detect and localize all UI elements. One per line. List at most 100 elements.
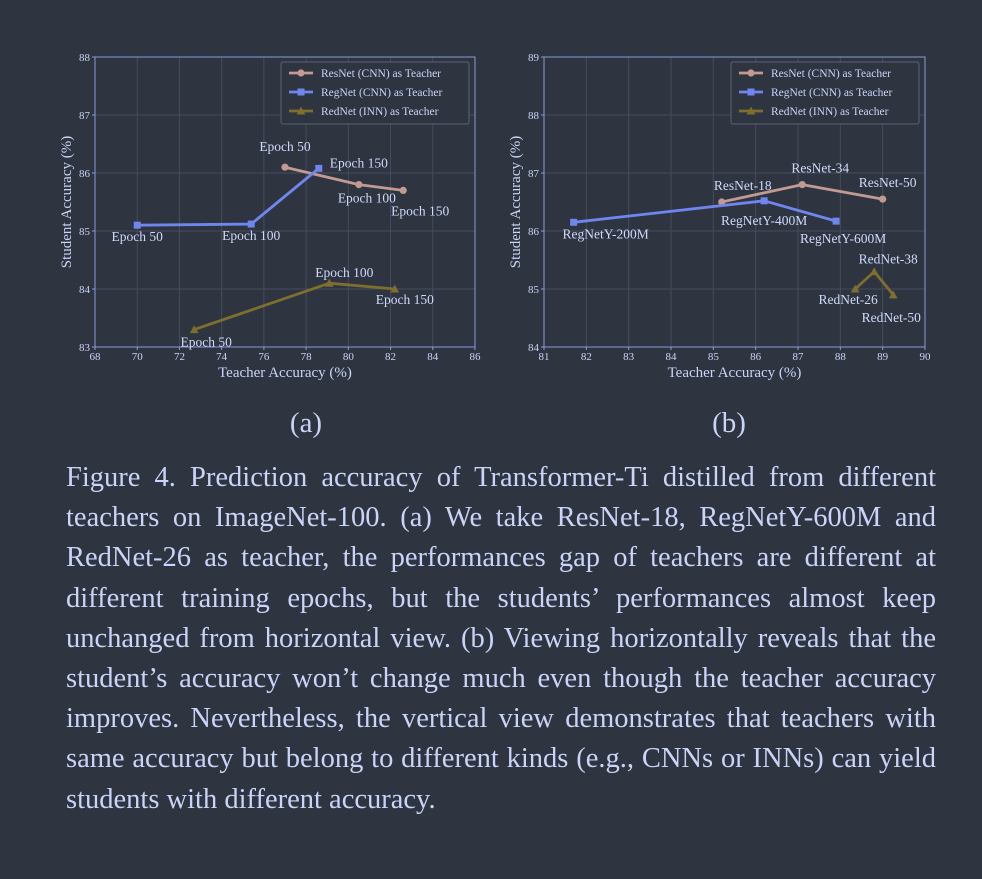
x-tick-label: 82 [581,351,592,363]
legend-entry: ResNet (CNN) as Teacher [771,68,891,80]
series-regnet: RegNetY-200M RegNetY-400M RegNetY-600M [563,197,886,246]
data-point [718,198,726,206]
point-label: ResNet-50 [859,175,917,190]
point-label: ResNet-34 [791,161,849,176]
axes-frame [543,56,926,348]
legend-entry: RedNet (INN) as Teacher [321,106,439,118]
data-point [879,195,887,203]
series-line [193,281,395,331]
point-label: RegNetY-400M [721,213,807,228]
x-tick-label: 78 [301,351,313,363]
data-point [247,220,255,228]
x-tick-label: 88 [835,351,847,363]
legend-entry: RedNet (INN) as Teacher [771,106,889,118]
data-point [133,221,141,229]
point-label: RedNet-26 [819,292,878,307]
data-point [324,278,334,287]
y-tick-label: 89 [528,52,540,64]
series-line [284,165,404,192]
data-point [570,218,578,226]
legend-entry: RegNet (CNN) as Teacher [321,87,442,99]
point-label: Epoch 50 [259,139,311,154]
x-tick-label: 84 [427,351,439,363]
chart-panel-b: 81 82 83 84 85 86 87 88 89 90 84 85 86 87 88 89 Teacher … [508,52,931,439]
point-label: Epoch 150 [330,155,388,170]
x-tick-label: 68 [90,351,102,363]
point-label: ResNet-18 [714,178,772,193]
point-label: RegNetY-200M [563,226,649,241]
point-label: RegNetY-600M [800,231,886,246]
data-point [399,186,407,194]
legend-entry: RegNet (CNN) as Teacher [771,87,892,99]
y-tick-label: 84 [79,284,91,296]
x-tick-label: 70 [132,351,144,363]
data-point [888,290,898,299]
point-label: RedNet-50 [862,310,921,325]
y-tick-label: 85 [79,226,91,238]
x-tick-label: 82 [385,351,396,363]
y-tick-label: 88 [79,52,91,64]
legend: ResNet (CNN) as Teacher RegNet (CNN) as T… [730,61,920,125]
y-tick-label: 88 [528,110,540,122]
data-point [798,181,806,189]
y-axis-label: Student Accuracy (%) [508,136,524,268]
legend-marker [297,88,305,96]
subfigure-label: (b) [712,407,746,439]
x-axis-label: Teacher Accuracy (%) [668,365,802,381]
figure-charts: 68 70 72 74 76 78 80 82 84 86 83 84 85 86 87 88 Teacher … [59,52,931,439]
subfigure-label: (a) [290,407,322,439]
series-resnet: ResNet-18 ResNet-34 ResNet-50 [714,161,917,206]
x-tick-label: 84 [666,351,678,363]
legend-entry: ResNet (CNN) as Teacher [321,68,441,80]
x-tick-label: 72 [174,351,185,363]
y-tick-label: 86 [79,168,91,180]
data-point [315,164,323,172]
point-label: Epoch 50 [181,335,233,350]
series-rednet: RedNet-26 RedNet-38 RedNet-50 [819,252,922,325]
data-point [281,163,289,171]
point-label: Epoch 150 [391,203,449,218]
x-tick-label: 83 [623,351,635,363]
y-tick-label: 86 [528,226,540,238]
legend-marker [746,106,756,115]
data-point [390,284,400,293]
y-tick-label: 83 [79,342,91,354]
x-tick-label: 87 [793,351,805,363]
data-point [189,325,199,334]
point-label: Epoch 100 [315,265,373,280]
x-tick-label: 86 [470,351,482,363]
y-tick-label: 87 [79,110,91,122]
point-label: Epoch 50 [112,229,164,244]
axes-frame [94,56,476,348]
point-label: Epoch 100 [222,228,280,243]
data-point [869,267,879,276]
data-point [760,197,768,205]
series-line [137,167,320,227]
x-tick-label: 85 [708,351,720,363]
x-tick-label: 90 [920,351,932,363]
y-tick-label: 84 [528,342,540,354]
point-label: Epoch 100 [338,191,396,206]
legend: ResNet (CNN) as Teacher RegNet (CNN) as T… [280,61,470,125]
y-tick-label: 87 [528,168,540,180]
x-tick-label: 80 [343,351,355,363]
legend-marker [747,88,755,96]
data-point [355,181,363,189]
x-tick-label: 86 [750,351,762,363]
x-tick-label: 74 [216,351,228,363]
legend-frame [280,61,470,125]
x-axis-label: Teacher Accuracy (%) [218,365,352,381]
x-tick-label: 76 [258,351,270,363]
legend-marker [296,106,306,115]
series-regnet: Epoch 50 Epoch 100 Epoch 150 [112,155,389,244]
data-point [850,284,860,293]
chart-panel-a: 68 70 72 74 76 78 80 82 84 86 83 84 85 86 87 88 Teacher … [59,52,481,439]
y-axis-label: Student Accuracy (%) [59,136,75,268]
point-label: Epoch 150 [376,292,434,307]
legend-marker [297,69,305,77]
point-label: RedNet-38 [859,252,918,267]
x-tick-label: 89 [877,351,889,363]
legend-frame [730,61,920,125]
